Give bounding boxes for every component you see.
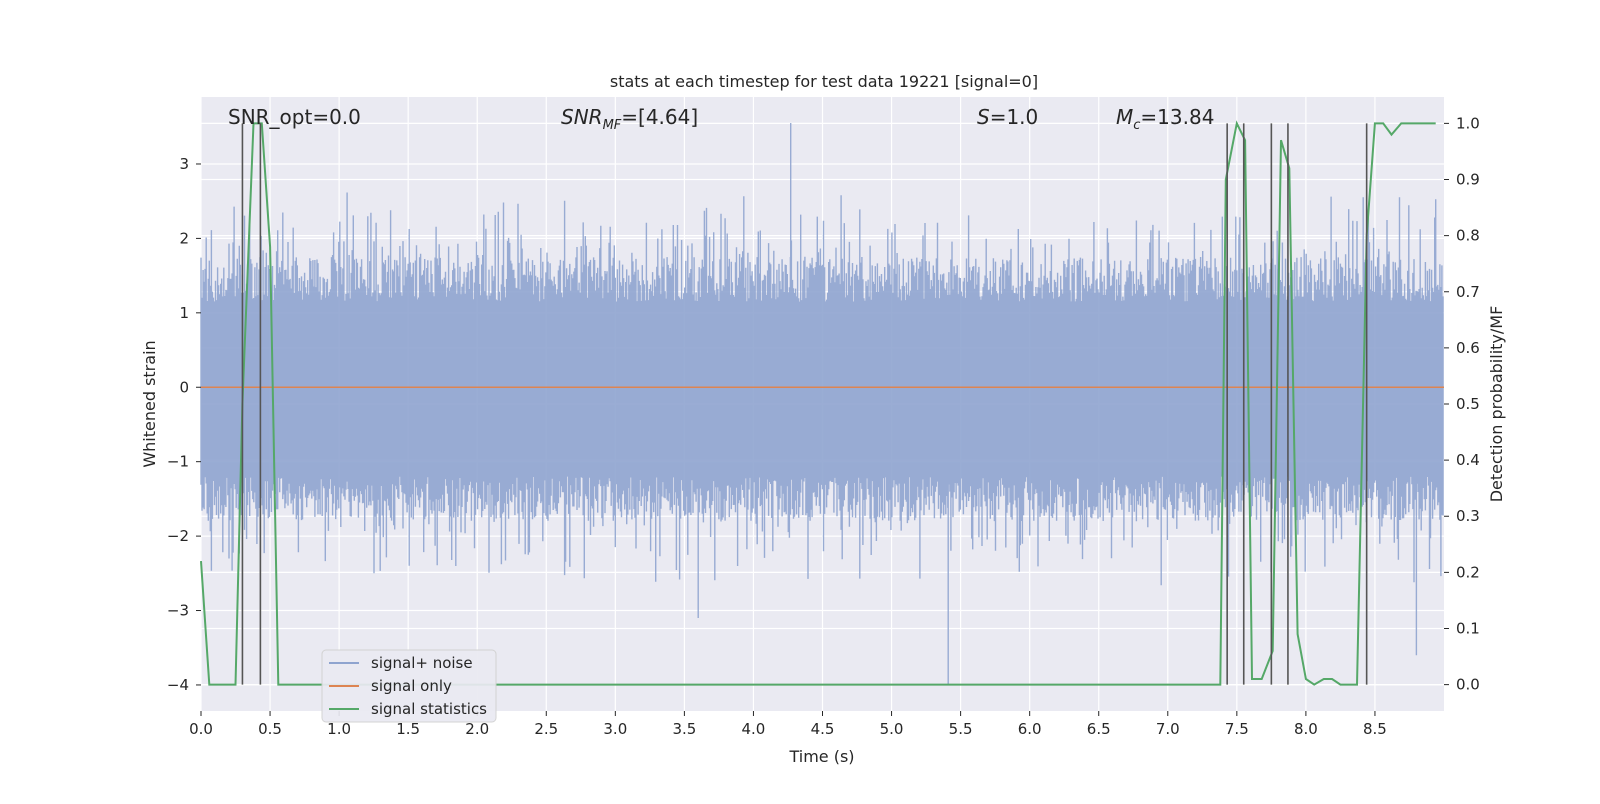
x-tick-label: 8.0 <box>1294 720 1318 738</box>
y-right-tick-label: 0.0 <box>1456 676 1480 694</box>
y-right-tick-label: 0.2 <box>1456 563 1480 581</box>
y-axis-right-ticks: 1.0 0.9 0.8 0.7 0.6 0.5 0.4 0.3 0.2 0.1 0.0 <box>1444 114 1480 694</box>
y-right-tick-label: 0.5 <box>1456 395 1480 413</box>
x-tick-label: 4.0 <box>742 720 766 738</box>
x-axis-ticks: 0.0 0.5 1.0 1.5 2.0 2.5 3.0 3.5 4.0 4.5 5.0 5.5 6.0 6… <box>189 711 1387 738</box>
legend-label-statistics: signal statistics <box>371 700 487 718</box>
y-left-tick-label: −1 <box>167 453 189 471</box>
x-tick-label: 7.5 <box>1225 720 1249 738</box>
x-tick-label: 5.0 <box>880 720 904 738</box>
x-tick-label: 2.5 <box>534 720 558 738</box>
legend: signal+ noise signal only signal statist… <box>321 649 497 723</box>
x-tick-label: 6.5 <box>1087 720 1111 738</box>
y-left-tick-label: −3 <box>167 602 189 620</box>
y-right-tick-label: 1.0 <box>1456 114 1480 132</box>
y-axis-left-label: Whitened strain <box>140 340 159 467</box>
x-tick-label: 3.0 <box>603 720 627 738</box>
annotation-0: SNR_opt=0.0 <box>228 105 361 129</box>
y-right-tick-label: 0.1 <box>1456 619 1480 637</box>
lines-layer <box>200 120 1444 686</box>
x-tick-label: 4.5 <box>811 720 835 738</box>
legend-label-noise: signal+ noise <box>371 654 473 672</box>
x-tick-label: 2.0 <box>465 720 489 738</box>
markers-layer <box>241 123 1368 685</box>
y-left-tick-label: 0 <box>179 378 189 396</box>
noise-layer <box>200 123 1444 685</box>
y-right-tick-label: 0.7 <box>1456 283 1480 301</box>
y-right-tick-label: 0.4 <box>1456 451 1480 469</box>
y-left-tick-label: −4 <box>167 676 189 694</box>
x-tick-label: 1.5 <box>396 720 420 738</box>
y-left-tick-label: −2 <box>167 527 189 545</box>
x-tick-label: 8.5 <box>1363 720 1387 738</box>
y-right-tick-label: 0.9 <box>1456 171 1480 189</box>
y-left-tick-label: 1 <box>179 304 189 322</box>
series-noise <box>200 123 1444 685</box>
x-tick-label: 1.0 <box>327 720 351 738</box>
x-tick-label: 0.5 <box>258 720 282 738</box>
x-tick-label: 6.0 <box>1018 720 1042 738</box>
annotation-3: Mc=13.84 <box>1116 105 1214 133</box>
annotations: SNR_opt=0.0 SNRMF=[4.64] S=1.0 Mc=13.84 <box>228 105 1214 133</box>
x-tick-label: 3.5 <box>672 720 696 738</box>
legend-box <box>321 649 497 723</box>
x-axis-label: Time (s) <box>788 747 854 766</box>
y-right-tick-label: 0.6 <box>1456 339 1480 357</box>
y-left-tick-label: 3 <box>179 155 189 173</box>
x-tick-label: 7.0 <box>1156 720 1180 738</box>
y-axis-left-ticks: 3 2 1 0 −1 −2 −3 −4 <box>167 155 201 694</box>
x-tick-label: 0.0 <box>189 720 213 738</box>
y-left-tick-label: 2 <box>179 229 189 247</box>
series-signal-statistics <box>200 120 1436 686</box>
chart-title: stats at each timestep for test data 192… <box>610 72 1038 91</box>
y-axis-right-label: Detection probability/MF <box>1487 306 1506 503</box>
y-right-tick-label: 0.3 <box>1456 507 1480 525</box>
x-tick-label: 5.5 <box>949 720 973 738</box>
annotation-1: SNRMF=[4.64] <box>561 105 698 133</box>
annotation-2: S=1.0 <box>977 105 1038 129</box>
y-right-tick-label: 0.8 <box>1456 227 1480 245</box>
legend-label-signal-only: signal only <box>371 677 452 695</box>
